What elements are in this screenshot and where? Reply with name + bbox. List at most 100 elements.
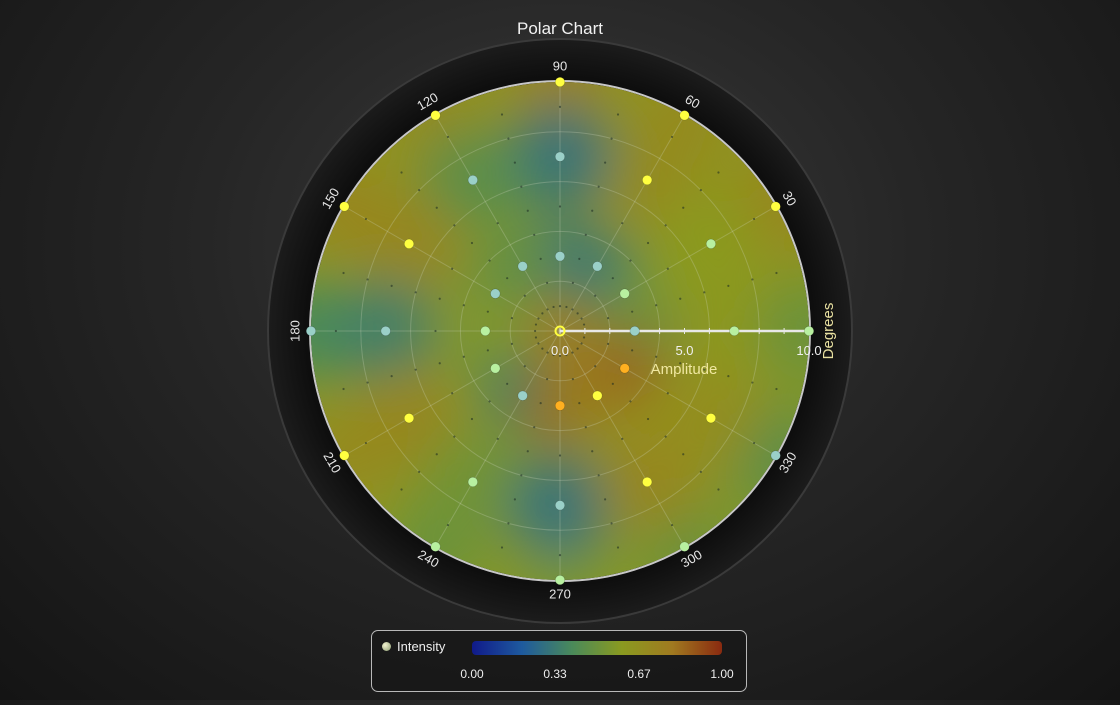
minor-grid-dot (616, 113, 620, 116)
data-point (629, 325, 640, 337)
heat-cell (508, 528, 612, 580)
minor-grid-dot (558, 554, 562, 557)
minor-grid-dot (607, 317, 610, 320)
color-scale-tick: 0.00 (460, 667, 484, 681)
minor-grid-dot (507, 522, 510, 525)
data-point (592, 261, 603, 272)
minor-grid-dot (510, 342, 513, 345)
radial-tick-label: 5.0 (675, 343, 693, 358)
minor-grid-dot (451, 267, 454, 270)
angular-tick-label: 90 (553, 58, 567, 73)
data-point (803, 325, 815, 337)
minor-grid-dot (699, 189, 702, 192)
data-point (619, 363, 630, 374)
data-point (705, 238, 717, 249)
minor-grid-dot (576, 347, 579, 350)
minor-grid-dot (558, 454, 562, 457)
minor-grid-dot (571, 281, 574, 284)
minor-grid-dot (604, 161, 607, 164)
minor-grid-dot (470, 417, 474, 421)
data-point (642, 476, 653, 488)
heat-cell (757, 279, 809, 383)
minor-grid-dot (496, 222, 499, 225)
minor-grid-dot (470, 241, 474, 245)
minor-grid-dot (435, 453, 438, 456)
minor-grid-dot (342, 387, 345, 391)
data-point (592, 390, 603, 401)
minor-grid-dot (679, 362, 682, 365)
minor-grid-dot (453, 224, 456, 227)
minor-grid-dot (610, 137, 613, 140)
minor-grid-dot (717, 488, 720, 491)
minor-grid-dot (366, 381, 369, 384)
minor-grid-dot (506, 382, 509, 385)
minor-grid-dot (591, 450, 594, 453)
minor-grid-dot (520, 474, 523, 477)
data-point (467, 174, 478, 186)
minor-grid-dot (453, 435, 456, 438)
minor-grid-dot (580, 342, 583, 345)
minor-grid-dot (523, 365, 526, 368)
data-point (517, 390, 528, 401)
minor-grid-dot (418, 189, 421, 192)
minor-grid-dot (727, 375, 730, 378)
data-point (490, 363, 501, 374)
data-point (339, 201, 350, 212)
data-point (430, 110, 441, 121)
data-point (619, 288, 630, 299)
data-point (380, 325, 391, 337)
data-point (679, 110, 690, 121)
minor-grid-dot (582, 336, 586, 339)
minor-grid-dot (727, 284, 730, 287)
chart-title: Polar Chart (517, 19, 603, 38)
minor-grid-dot (655, 304, 658, 307)
minor-grid-dot (364, 441, 368, 445)
minor-grid-dot (541, 312, 544, 315)
color-scale-tick: 1.00 (710, 667, 734, 681)
minor-grid-dot (526, 209, 529, 212)
minor-grid-dot (520, 185, 523, 188)
minor-grid-dot (584, 233, 587, 236)
minor-grid-dot (488, 400, 491, 403)
legend: Intensity 0.00 0.33 0.67 1.00 (371, 630, 747, 692)
minor-grid-dot (390, 375, 393, 378)
minor-grid-dot (571, 308, 574, 311)
minor-grid-dot (546, 378, 549, 381)
angular-tick-label: 180 (287, 320, 302, 342)
minor-grid-dot (451, 392, 454, 395)
minor-grid-dot (703, 291, 706, 294)
data-point (339, 450, 350, 461)
minor-grid-dot (565, 353, 568, 357)
minor-grid-dot (418, 470, 421, 473)
minor-grid-dot (364, 217, 368, 221)
minor-grid-dot (539, 402, 542, 405)
minor-grid-dot (523, 294, 526, 297)
minor-grid-dot (500, 546, 504, 549)
minor-grid-dot (537, 342, 540, 345)
data-point (705, 413, 717, 424)
data-point (554, 500, 566, 511)
minor-grid-dot (526, 450, 529, 453)
minor-grid-dot (629, 400, 632, 403)
minor-grid-dot (616, 546, 620, 549)
minor-grid-dot (580, 317, 583, 320)
minor-grid-dot (537, 317, 540, 320)
minor-grid-dot (752, 441, 756, 445)
minor-grid-dot (571, 351, 574, 354)
minor-grid-dot (621, 222, 624, 225)
data-point (642, 174, 653, 186)
minor-grid-dot (604, 498, 607, 501)
minor-grid-dot (438, 362, 441, 365)
minor-grid-dot (546, 281, 549, 284)
data-point (554, 151, 566, 162)
minor-grid-dot (670, 135, 674, 139)
legend-series-label: Intensity (397, 639, 446, 654)
minor-grid-dot (533, 233, 536, 236)
minor-grid-dot (646, 241, 650, 245)
minor-grid-dot (435, 206, 438, 209)
minor-grid-dot (666, 392, 669, 395)
minor-grid-dot (541, 347, 544, 350)
minor-grid-dot (631, 349, 634, 352)
